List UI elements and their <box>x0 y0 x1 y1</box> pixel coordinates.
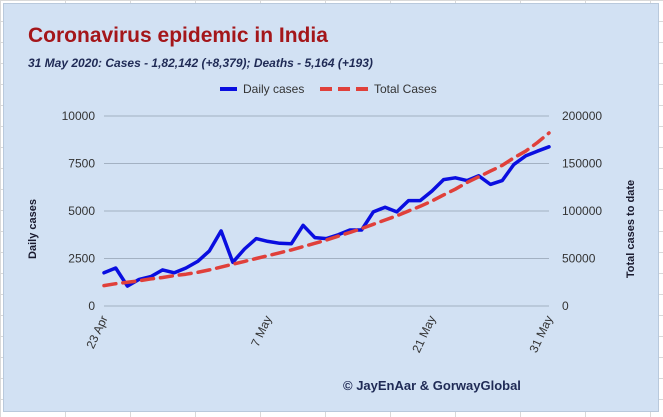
chart-panel[interactable]: Coronavirus epidemic in India 31 May 202… <box>3 3 659 412</box>
x-axis-tick-label: 21 May <box>409 313 438 355</box>
chart-title: Coronavirus epidemic in India <box>28 24 328 47</box>
left-axis-ticks: 0 2500 5000 7500 10000 <box>62 109 96 313</box>
legend-daily-label: Daily cases <box>243 82 304 96</box>
series-lines <box>102 131 551 288</box>
x-axis-tick-label: 23 Apr <box>83 313 110 350</box>
right-axis-ticks: 0 50000 100000 150000 200000 <box>562 109 602 313</box>
left-axis-title: Daily cases <box>27 199 39 259</box>
left-axis-tick-label: 10000 <box>62 109 96 123</box>
right-axis-tick-label: 0 <box>562 299 569 313</box>
right-axis-tick-label: 200000 <box>562 109 602 123</box>
right-axis-tick-label: 100000 <box>562 204 602 218</box>
x-axis-ticks: 23 Apr 7 May 21 May 31 May <box>83 313 555 355</box>
right-axis-title: Total cases to date <box>625 180 637 278</box>
right-axis-tick-label: 150000 <box>562 157 602 171</box>
chart-subtitle: 31 May 2020: Cases - 1,82,142 (+8,379); … <box>28 56 373 70</box>
left-axis-tick-label: 7500 <box>68 157 95 171</box>
x-axis-tick-label: 31 May <box>526 313 555 355</box>
left-axis-tick-label: 0 <box>88 299 95 313</box>
left-axis-tick-label: 5000 <box>68 204 95 218</box>
daily-cases-line <box>102 145 551 288</box>
x-axis-tick-label: 7 May <box>248 313 275 349</box>
left-axis-tick-label: 2500 <box>68 252 95 266</box>
credit-text: © JayEnAar & GorwayGlobal <box>343 378 521 393</box>
legend: Daily cases Total Cases <box>220 82 437 96</box>
total-cases-line <box>102 131 551 288</box>
legend-total-label: Total Cases <box>374 82 437 96</box>
right-axis-tick-label: 50000 <box>562 252 596 266</box>
gridlines <box>104 115 549 307</box>
